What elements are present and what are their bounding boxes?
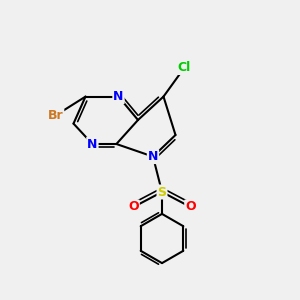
Text: N: N <box>87 137 98 151</box>
Text: Cl: Cl <box>178 61 191 74</box>
Text: N: N <box>148 150 158 163</box>
Text: O: O <box>185 200 196 214</box>
Text: N: N <box>113 90 124 103</box>
Text: S: S <box>158 185 166 199</box>
Text: Br: Br <box>48 109 63 122</box>
Text: O: O <box>128 200 139 214</box>
